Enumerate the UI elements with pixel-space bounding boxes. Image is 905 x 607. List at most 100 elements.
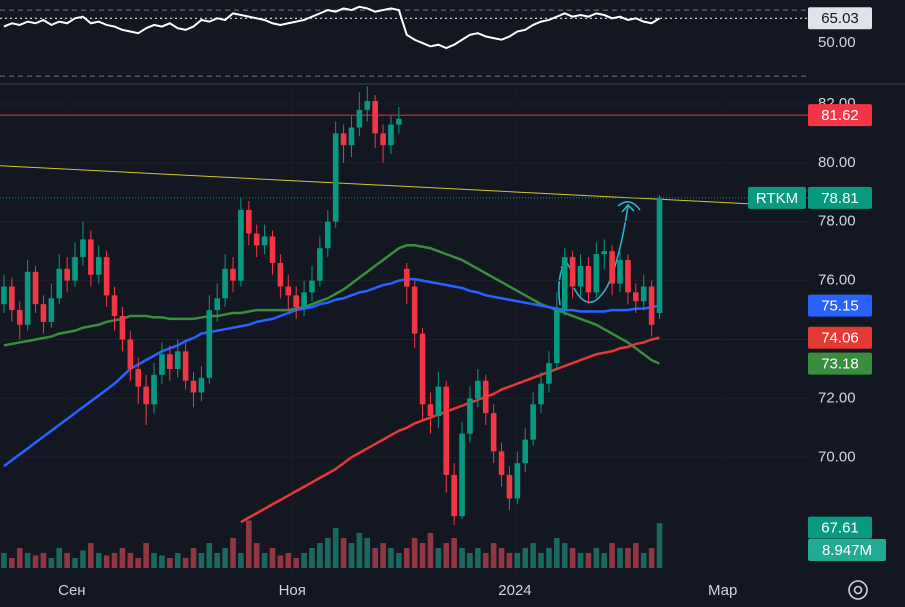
volume-bar (514, 553, 521, 568)
candle-body (554, 310, 560, 364)
volume-bar (419, 543, 426, 568)
candle-body (9, 286, 15, 311)
volume-bar (372, 548, 378, 568)
candle-body (309, 280, 315, 293)
price-tag: 74.06 (821, 330, 859, 347)
candle-body (119, 315, 126, 340)
candle-body (167, 354, 173, 369)
symbol-tag-box (748, 186, 806, 209)
y-tick-label: 72.00 (818, 389, 856, 406)
volume-bar (103, 555, 110, 568)
candle-body (151, 374, 157, 405)
candle-body (1, 286, 7, 305)
volume-bar (24, 553, 31, 568)
candle-body (24, 271, 31, 325)
volume-bar (601, 553, 608, 568)
volume-bar (277, 555, 284, 568)
volume-bar (498, 548, 505, 568)
candle-body (356, 109, 363, 128)
candle-body (253, 233, 260, 246)
candle-body (324, 221, 331, 249)
candle-body (261, 236, 268, 246)
candle-body (561, 257, 568, 311)
candle-body (388, 124, 394, 146)
settings-ring[interactable] (848, 580, 868, 600)
candle-body (625, 260, 631, 293)
x-tick-label: Сен (58, 582, 85, 599)
volume-bar (633, 543, 639, 568)
volume-bar (88, 543, 94, 568)
candle-body (585, 265, 592, 293)
trend-line (0, 165, 748, 205)
volume-bar (546, 548, 552, 568)
arrow-stroke (573, 205, 629, 304)
candle-body (332, 133, 339, 222)
price-tag-box (808, 104, 872, 127)
volume-bar (16, 548, 23, 568)
candle-body (198, 377, 205, 393)
volume-bar (617, 548, 623, 568)
candle-body (16, 310, 23, 325)
volume-bar (490, 543, 497, 568)
volume-bar (530, 543, 536, 568)
candle-body (72, 257, 78, 281)
volume-bar (309, 548, 315, 568)
volume-bar (127, 553, 134, 568)
settings-icon[interactable] (848, 580, 868, 600)
volume-bar (1, 553, 7, 568)
candle-body (174, 351, 181, 369)
volume-bar (269, 548, 276, 568)
y-tick-label: 78.00 (818, 213, 856, 230)
candle-body (340, 133, 347, 146)
volume-bar (403, 548, 410, 568)
candle-body (206, 310, 213, 378)
candle-body (127, 339, 134, 369)
volume-bar (356, 533, 363, 568)
volume-bar (593, 548, 600, 568)
candle-body (80, 239, 86, 258)
volume-bar (40, 553, 47, 568)
volume-bar (467, 553, 473, 568)
volume-bar (135, 558, 142, 568)
rsi-line (3, 5, 661, 50)
candle-body (135, 368, 142, 387)
candle-body (435, 386, 442, 417)
volume-bar (506, 553, 513, 568)
candle-body (48, 298, 55, 322)
price-tag: 67.61 (821, 520, 859, 537)
volume-bar (569, 548, 576, 568)
candle-body (609, 251, 615, 284)
candle-body (593, 254, 600, 293)
candle-body (95, 257, 102, 275)
volume-bar (159, 555, 165, 568)
candle-body (640, 286, 647, 302)
volume-bar (143, 543, 149, 568)
candle-body (214, 298, 221, 311)
price-tag: 81.62 (821, 107, 859, 124)
candle-body (648, 286, 655, 325)
volume-bar (332, 528, 339, 568)
price-tag: 75.15 (821, 298, 859, 315)
candle-body (285, 286, 292, 296)
volume-bar (293, 558, 299, 568)
candle-body (88, 239, 94, 275)
candle-body (293, 295, 299, 308)
volume-bar (348, 543, 355, 568)
candle-body (522, 439, 529, 464)
volume-bar (585, 553, 592, 568)
price-tag-box (808, 516, 872, 539)
candle-body (459, 433, 465, 517)
volume-bar (111, 553, 118, 568)
volume-bar (95, 553, 102, 568)
y-tick-label: 76.00 (818, 272, 856, 289)
settings-core[interactable] (853, 585, 863, 595)
volume-bar (396, 553, 402, 568)
rsi-tag: 65.03 (821, 10, 859, 27)
volume-bar (56, 548, 63, 568)
volume-bar (301, 553, 307, 568)
volume-bar (364, 538, 371, 568)
price-tag: 73.18 (821, 356, 859, 373)
volume-bar (459, 548, 465, 568)
candle-body (182, 351, 189, 381)
